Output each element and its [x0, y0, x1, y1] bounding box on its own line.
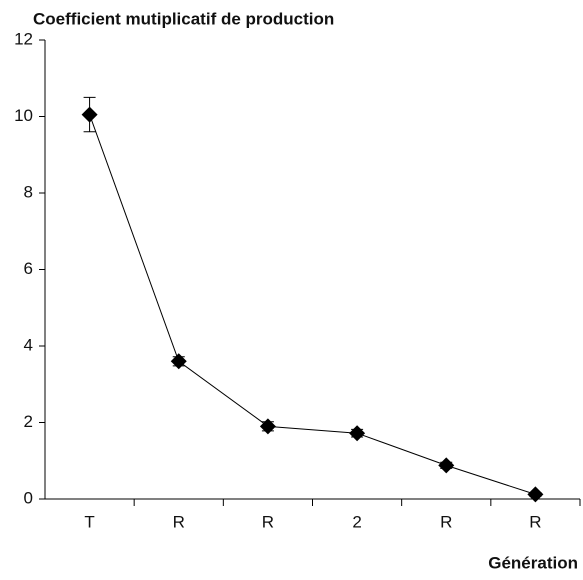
point — [527, 486, 544, 503]
y-tick-label: 6 — [24, 259, 33, 278]
x-tick-label: R — [440, 512, 452, 531]
y-tick-label: 2 — [24, 412, 33, 431]
point — [438, 457, 455, 474]
point — [259, 418, 276, 435]
y-tick-label: 0 — [24, 488, 33, 507]
y-tick-label: 4 — [24, 335, 33, 354]
chart-title: Coefficient mutiplicatif de production — [33, 9, 334, 28]
point — [170, 353, 187, 370]
x-tick-label: R — [262, 512, 274, 531]
y-tick-label: 12 — [14, 29, 33, 48]
point — [81, 106, 98, 123]
x-tick-label: R — [173, 512, 185, 531]
x-tick-label: R — [529, 512, 541, 531]
x-tick-label: 2 — [352, 512, 361, 531]
y-tick-label: 10 — [14, 106, 33, 125]
x-tick-label: T — [84, 512, 94, 531]
y-tick-label: 8 — [24, 182, 33, 201]
x-axis-label: Génération — [488, 553, 578, 572]
point — [349, 425, 366, 442]
line — [89, 114, 536, 495]
